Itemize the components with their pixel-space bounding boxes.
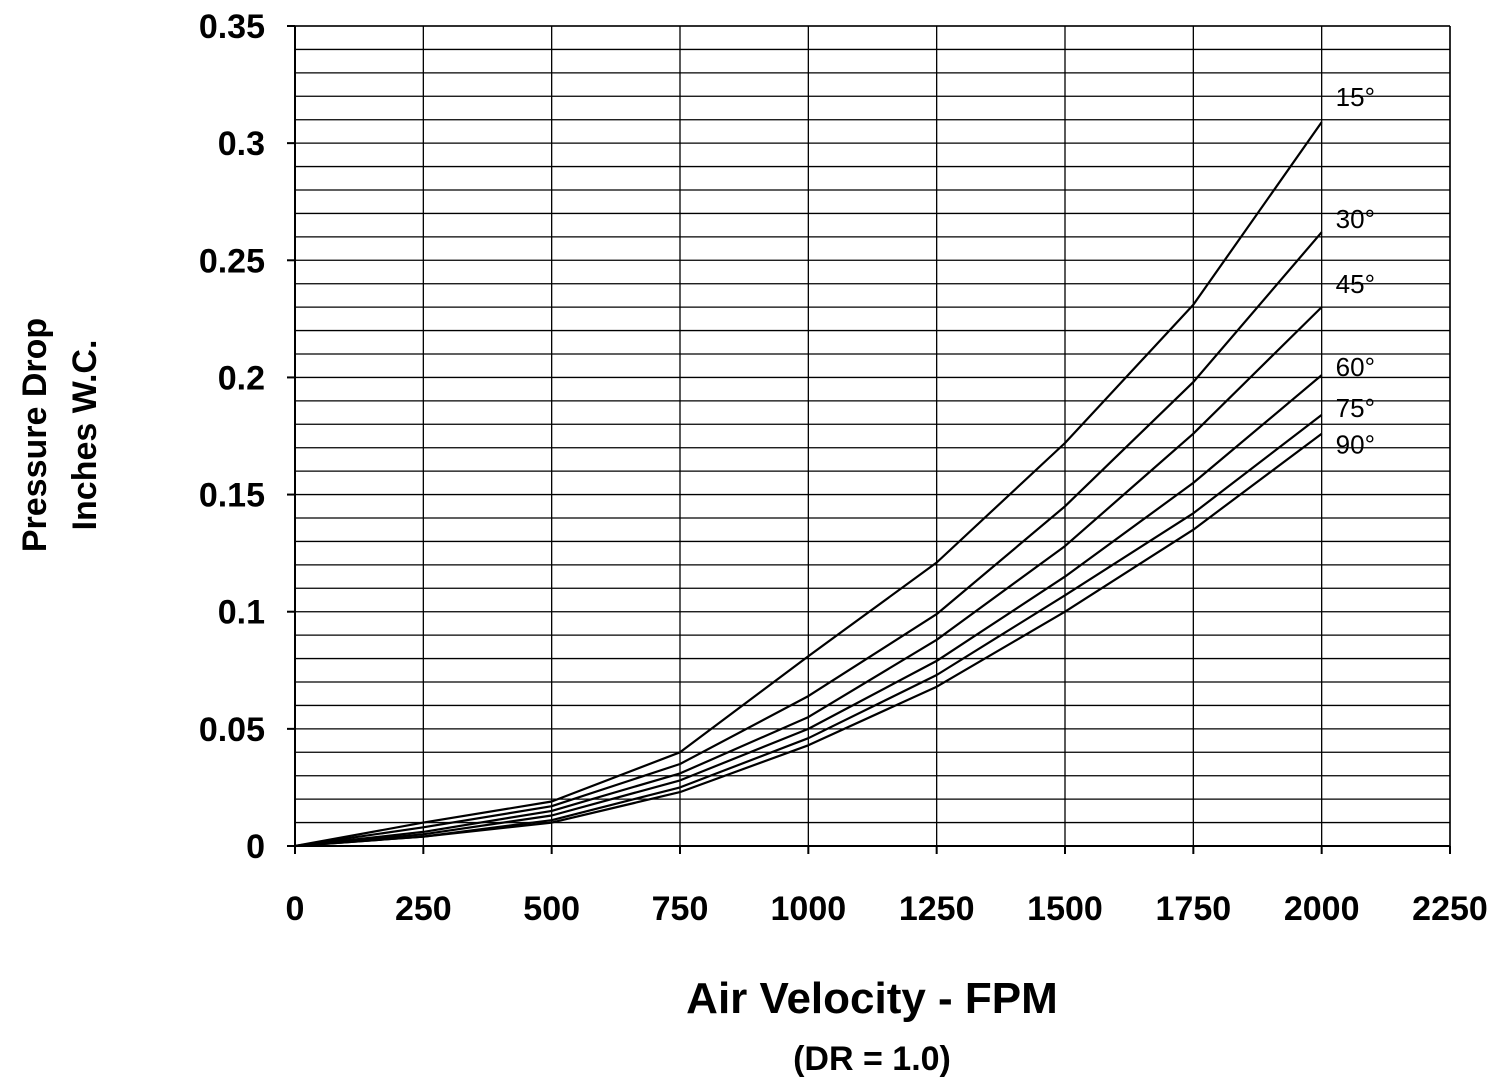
y-tick-label: 0.1 <box>218 594 265 632</box>
y-axis-title-line2: Inches W.C. <box>66 340 104 531</box>
y-tick-label: 0.05 <box>199 711 265 749</box>
series-label-0: 15° <box>1336 82 1375 112</box>
x-tick-label: 500 <box>523 890 580 928</box>
series-label-3: 60° <box>1336 352 1375 382</box>
y-axis-title-group: Pressure Drop Inches W.C. <box>16 318 104 552</box>
x-tick-label: 1500 <box>1027 890 1103 928</box>
series-label-1: 30° <box>1336 204 1375 234</box>
x-tick-label: 250 <box>395 890 452 928</box>
series-line-5 <box>294 432 1323 848</box>
y-tick-label: 0.15 <box>199 477 265 515</box>
series-label-4: 75° <box>1336 393 1375 423</box>
y-tick-label: 0.3 <box>218 125 265 163</box>
x-tick-label: 2000 <box>1284 890 1360 928</box>
y-tick-label: 0.35 <box>199 8 265 46</box>
x-tick-label: 0 <box>286 890 305 928</box>
y-tick-label: 0.25 <box>199 242 265 280</box>
x-axis-subtitle: (DR = 1.0) <box>793 1040 951 1078</box>
tick-labels: 0 0.05 0.1 0.15 0.2 0.25 0.3 0.35 0 250 500 750 1000… <box>199 8 1488 928</box>
grid <box>294 25 1451 847</box>
x-tick-label: 750 <box>652 890 709 928</box>
series-line-2 <box>294 306 1323 848</box>
x-axis-title: Air Velocity - FPM <box>686 974 1058 1023</box>
y-tick-label: 0.2 <box>218 359 265 397</box>
y-axis-title-line1: Pressure Drop <box>16 318 54 552</box>
axes <box>287 25 1451 854</box>
series-line-3 <box>294 374 1323 848</box>
x-tick-label: 1000 <box>771 890 847 928</box>
series-lines <box>294 121 1323 848</box>
x-tick-label: 2250 <box>1412 890 1488 928</box>
y-tick-label: 0 <box>246 828 265 866</box>
series-label-5: 90° <box>1336 430 1375 460</box>
x-tick-label: 1750 <box>1156 890 1232 928</box>
series-label-2: 45° <box>1336 269 1375 299</box>
series-line-0 <box>294 121 1323 848</box>
series-labels: 15° 30° 45° 60° 75° 90° <box>1336 82 1375 460</box>
x-tick-label: 1250 <box>899 890 975 928</box>
series-line-1 <box>294 231 1323 848</box>
